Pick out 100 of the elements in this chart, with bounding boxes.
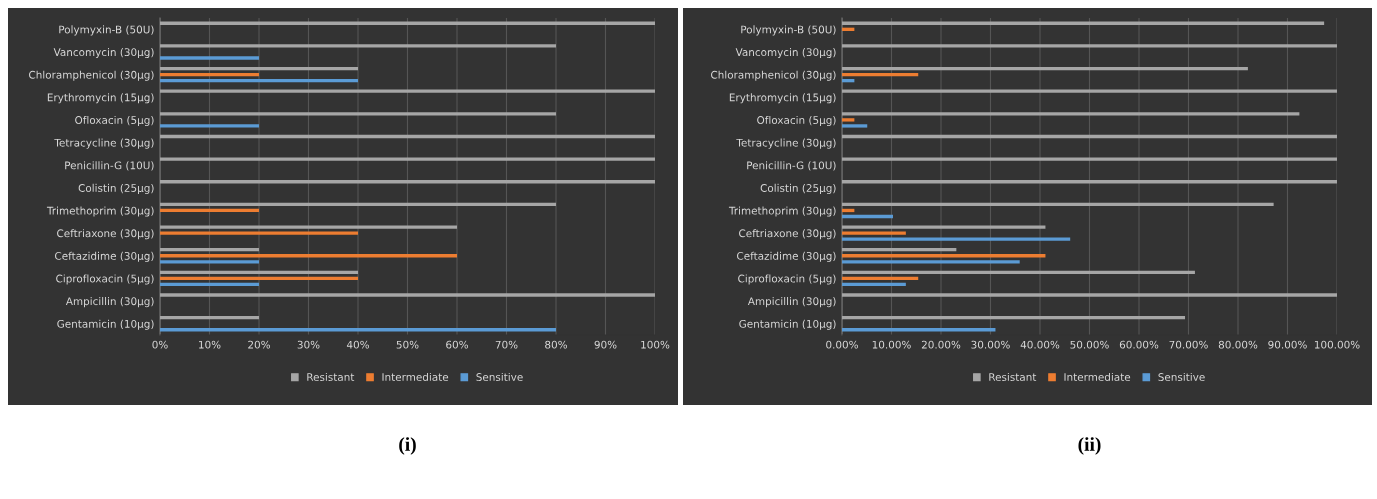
x-tick-label: 30% — [297, 340, 320, 349]
x-tick-label: 0% — [152, 340, 168, 349]
y-tick-label: Vancomycin (30µg) — [53, 48, 154, 59]
y-tick-label: Gentamicin (10µg) — [57, 319, 154, 330]
bar — [842, 72, 919, 77]
y-tick-label: Ceftriaxone (30µg) — [57, 229, 154, 240]
bar — [842, 231, 906, 235]
bar — [160, 225, 457, 229]
y-tick-label: Polymyxin-B (50U) — [59, 25, 154, 36]
y-tick-label: Penicillin-G (10U) — [747, 161, 836, 171]
bar — [160, 78, 358, 83]
text: (ii) — [1078, 437, 1101, 455]
x-tick-label: 20% — [248, 340, 270, 349]
bar — [160, 282, 259, 287]
bar — [160, 66, 358, 71]
legend-label: Sensitive — [1158, 372, 1205, 381]
bar — [160, 270, 358, 275]
bar — [842, 260, 1020, 264]
bar — [160, 260, 259, 264]
y-tick-label: Trimethoprim (30µg) — [46, 206, 154, 217]
x-tick-label: 80.00% — [1218, 340, 1258, 349]
x-tick-label: 50% — [396, 340, 419, 349]
y-tick-label: Ampicillin (30µg) — [65, 297, 154, 308]
bar — [160, 180, 655, 184]
x-tick-label: 100.00% — [1314, 340, 1360, 349]
bar — [842, 124, 868, 128]
bar — [842, 282, 906, 287]
bar — [842, 89, 1337, 93]
bar — [160, 112, 556, 116]
x-tick-label: 40% — [346, 340, 369, 349]
y-tick-label: Ofloxacin (5µg) — [75, 115, 154, 127]
legend-label: Intermediate — [382, 372, 449, 381]
text: (i) — [399, 437, 416, 455]
bar — [160, 72, 259, 77]
y-tick-label: Gentamicin (10µg) — [739, 319, 836, 330]
bar — [160, 293, 655, 297]
y-tick-label: Ciprofloxacin (5µg) — [56, 274, 154, 285]
x-tick-label: 60% — [446, 340, 468, 349]
legend-label: Sensitive — [476, 372, 523, 381]
bar — [842, 180, 1337, 184]
bar — [160, 208, 259, 213]
x-tick-label: 60.00% — [1119, 340, 1159, 349]
y-tick-label: Penicillin-G (10U) — [65, 161, 154, 171]
y-tick-label: Polymyxin-B (50U) — [741, 25, 836, 36]
x-tick-label: 0.00% — [826, 340, 858, 349]
bar — [160, 21, 655, 25]
bar — [160, 202, 556, 207]
bar — [160, 248, 259, 252]
x-tick-label: 10.00% — [872, 340, 911, 349]
bar — [842, 112, 1300, 116]
y-tick-label: Ceftazidime (30µg) — [55, 251, 154, 262]
bar — [160, 124, 259, 128]
legend-label: Resistant — [307, 372, 355, 381]
bar — [842, 276, 919, 281]
x-tick-label: 10% — [199, 340, 221, 349]
bar — [160, 328, 556, 332]
x-tick-label: 90.00% — [1268, 340, 1307, 349]
y-tick-label: Vancomycin (30µg) — [735, 48, 836, 59]
x-tick-label: 30.00% — [971, 340, 1010, 349]
bar — [842, 66, 1248, 71]
y-tick-label: Ciprofloxacin (5µg) — [738, 274, 836, 285]
bar — [842, 315, 1186, 320]
bar — [160, 315, 259, 320]
bar — [160, 157, 655, 161]
x-tick-label: 70.00% — [1169, 340, 1208, 349]
y-tick-label: Erythromycin (15µg) — [47, 93, 154, 104]
bar — [842, 202, 1274, 207]
x-tick-label: 20.00% — [921, 340, 961, 349]
bar — [842, 270, 1195, 275]
y-tick-label: Chloramphenicol (30µg) — [711, 70, 836, 81]
y-tick-label: Ceftriaxone (30µg) — [739, 229, 836, 240]
x-tick-label: 40.00% — [1020, 340, 1060, 349]
bar — [842, 293, 1337, 297]
x-tick-label: 80% — [545, 340, 567, 349]
bar — [842, 214, 893, 219]
bar — [842, 237, 1071, 241]
bar — [842, 248, 957, 252]
bar — [842, 118, 855, 122]
x-tick-label: 100% — [641, 340, 670, 349]
y-tick-label: Colistin (25µg) — [78, 183, 154, 194]
x-tick-label: 70% — [495, 340, 518, 349]
y-tick-label: Tetracycline (30µg) — [54, 138, 154, 149]
bar — [842, 254, 1046, 258]
bar — [842, 328, 996, 332]
bar — [160, 56, 259, 60]
bar — [842, 44, 1337, 48]
y-tick-label: Ampicillin (30µg) — [747, 297, 836, 308]
legend-label: Resistant — [989, 372, 1037, 381]
legend-label: Intermediate — [1064, 372, 1131, 381]
y-tick-label: Chloramphenicol (30µg) — [29, 70, 154, 81]
x-tick-label: 90% — [594, 340, 617, 349]
x-tick-label: 50.00% — [1070, 340, 1109, 349]
bar — [160, 44, 556, 48]
bar — [160, 276, 358, 281]
bar — [842, 134, 1337, 139]
bar — [842, 157, 1337, 161]
y-tick-label: Trimethoprim (30µg) — [728, 206, 836, 217]
y-tick-label: Erythromycin (15µg) — [729, 93, 836, 104]
bar — [160, 231, 358, 235]
bar — [842, 225, 1046, 229]
